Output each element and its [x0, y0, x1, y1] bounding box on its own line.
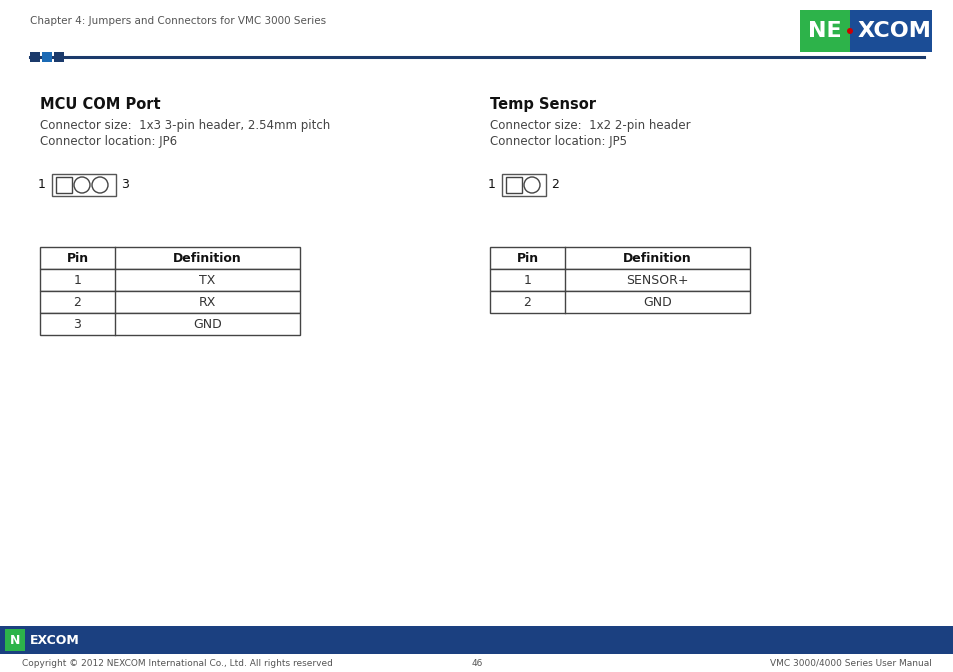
Text: 2: 2: [551, 179, 558, 192]
Text: VMC 3000/4000 Series User Manual: VMC 3000/4000 Series User Manual: [769, 659, 931, 667]
Text: MCU COM Port: MCU COM Port: [40, 97, 160, 112]
Text: 2: 2: [523, 296, 531, 308]
Bar: [490, 291, 749, 313]
Text: Pin: Pin: [516, 251, 538, 265]
Text: Connector size:  1x3 3-pin header, 2.54mm pitch: Connector size: 1x3 3-pin header, 2.54mm…: [40, 119, 330, 132]
Text: GND: GND: [642, 296, 671, 308]
Text: 2: 2: [73, 296, 81, 308]
Text: SENSOR+: SENSOR+: [625, 274, 688, 286]
Circle shape: [523, 177, 539, 193]
Text: 1: 1: [488, 179, 496, 192]
Text: EXCOM: EXCOM: [30, 634, 80, 646]
Text: Chapter 4: Jumpers and Connectors for VMC 3000 Series: Chapter 4: Jumpers and Connectors for VM…: [30, 16, 326, 26]
Text: 46: 46: [471, 659, 482, 667]
Text: 1: 1: [73, 274, 81, 286]
Bar: [40, 291, 299, 313]
Bar: [56, 177, 71, 193]
Text: 1: 1: [523, 274, 531, 286]
Text: Copyright © 2012 NEXCOM International Co., Ltd. All rights reserved: Copyright © 2012 NEXCOM International Co…: [22, 659, 333, 667]
Text: Pin: Pin: [67, 251, 89, 265]
Text: TX: TX: [199, 274, 215, 286]
Circle shape: [74, 177, 90, 193]
Circle shape: [91, 177, 108, 193]
Text: Temp Sensor: Temp Sensor: [490, 97, 596, 112]
Bar: [54, 52, 64, 62]
Bar: [505, 177, 521, 193]
Text: Connector location: JP5: Connector location: JP5: [490, 135, 626, 148]
Text: 3: 3: [121, 179, 129, 192]
Bar: [490, 247, 749, 269]
Bar: [30, 52, 40, 62]
Text: 1: 1: [38, 179, 46, 192]
Text: GND: GND: [193, 317, 222, 331]
Bar: [5, 629, 25, 651]
Circle shape: [846, 28, 852, 34]
Bar: [0, 626, 953, 654]
Bar: [42, 52, 52, 62]
Bar: [800, 10, 931, 52]
Text: Definition: Definition: [172, 251, 242, 265]
Text: RX: RX: [198, 296, 216, 308]
Text: NE: NE: [807, 21, 841, 41]
Text: Connector location: JP6: Connector location: JP6: [40, 135, 177, 148]
Bar: [490, 269, 749, 291]
Text: N: N: [10, 634, 20, 646]
Text: 3: 3: [73, 317, 81, 331]
Text: Definition: Definition: [622, 251, 691, 265]
Bar: [501, 174, 545, 196]
Bar: [0, 654, 953, 672]
Text: XCOM: XCOM: [857, 21, 931, 41]
Bar: [40, 247, 299, 269]
Bar: [40, 269, 299, 291]
Bar: [52, 174, 116, 196]
Bar: [40, 313, 299, 335]
Bar: [800, 10, 849, 52]
Text: Connector size:  1x2 2-pin header: Connector size: 1x2 2-pin header: [490, 119, 690, 132]
